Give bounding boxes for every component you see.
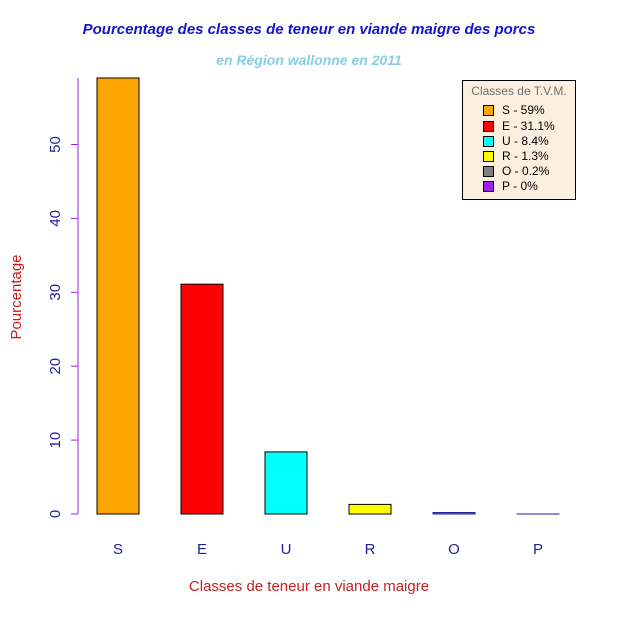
legend-swatch: [483, 135, 494, 147]
y-tick-label: 10: [47, 432, 64, 449]
legend-label: P - 0%: [502, 179, 538, 193]
bar-s: [96, 77, 140, 515]
legend-swatch: [483, 120, 494, 132]
legend-item-u: U - 8.4%: [483, 134, 549, 148]
legend-item-o: O - 0.2%: [483, 164, 549, 178]
legend-item-r: R - 1.3%: [483, 149, 549, 163]
legend-swatch: [483, 180, 494, 192]
legend-label: E - 31.1%: [502, 119, 555, 133]
legend-label: O - 0.2%: [502, 164, 550, 178]
bar-e: [180, 283, 224, 515]
y-tick-label: 0: [47, 510, 64, 518]
legend-swatch: [483, 150, 494, 162]
y-tick-label: 20: [47, 358, 64, 375]
legend-item-s: S - 59%: [483, 103, 545, 117]
legend-label: U - 8.4%: [502, 134, 549, 148]
y-tick-label: 40: [47, 210, 64, 227]
x-tick-label: R: [365, 541, 376, 558]
chart-subtitle: en Région wallonne en 2011: [216, 52, 402, 68]
legend-label: S - 59%: [502, 103, 545, 117]
legend-swatch: [483, 165, 494, 177]
x-axis-label: Classes de teneur en viande maigre: [188, 578, 430, 595]
bar-r: [348, 503, 392, 515]
y-tick-label: 50: [47, 136, 64, 153]
chart-title: Pourcentage des classes de teneur en via…: [82, 21, 536, 38]
legend-label: R - 1.3%: [502, 149, 549, 163]
x-tick-label: P: [533, 541, 543, 558]
legend-item-p: P - 0%: [483, 179, 538, 193]
x-tick-label: S: [113, 541, 123, 558]
x-tick-label: U: [281, 541, 292, 558]
legend-swatch: [483, 104, 494, 116]
legend-item-e: E - 31.1%: [483, 119, 555, 133]
y-tick-label: 30: [47, 284, 64, 301]
x-tick-label: O: [448, 541, 460, 558]
x-tick-label: E: [197, 541, 207, 558]
y-axis-label: Pourcentage: [8, 254, 25, 340]
bar-o: [432, 512, 476, 515]
legend-title: Classes de T.V.M.: [471, 84, 567, 98]
bar-u: [264, 451, 308, 515]
legend: Classes de T.V.M. S - 59% E - 31.1% U - …: [462, 80, 576, 200]
